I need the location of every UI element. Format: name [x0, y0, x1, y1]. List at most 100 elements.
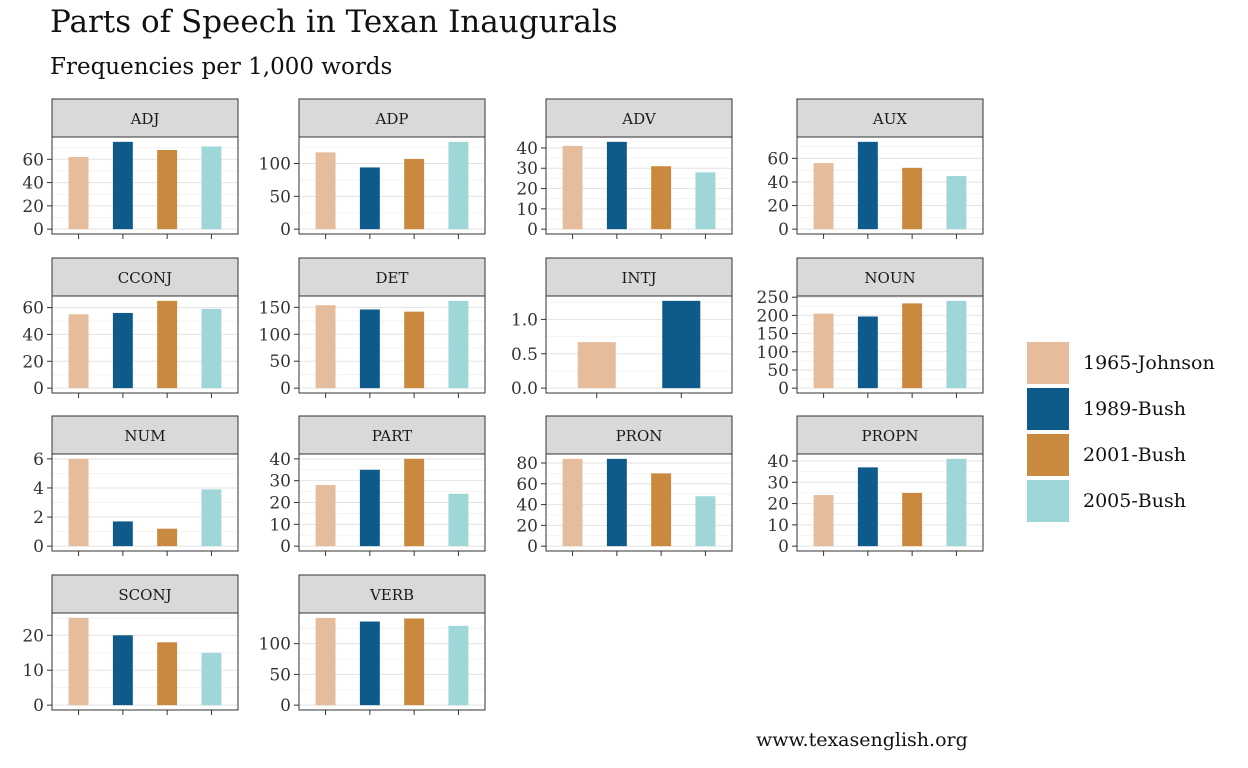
- chart-title: Parts of Speech in Texan Inaugurals: [50, 4, 618, 40]
- bar-pron-1989-bush: [606, 458, 627, 547]
- y-tick-label: 100: [259, 325, 291, 345]
- panel-aux: AUX 0 20 40 60: [767, 98, 984, 240]
- bar-aux-1965-johnson: [813, 163, 834, 230]
- legend-item-2005-bush: 2005-Bush: [1027, 480, 1227, 526]
- y-tick-label: 0: [33, 696, 44, 716]
- bar-propn-2005-bush: [946, 458, 967, 547]
- panel-border-verb: [298, 612, 486, 711]
- legend-key-1989-bush: [1027, 388, 1069, 430]
- y-tick-label: 10: [22, 661, 44, 681]
- bar-adj-2001-bush: [157, 149, 178, 230]
- y-tick-label: 100: [259, 635, 291, 655]
- y-tick-label: 20: [516, 516, 538, 536]
- bar-sconj-2005-bush: [201, 652, 222, 706]
- bar-noun-2005-bush: [946, 300, 967, 389]
- bar-adv-2005-bush: [695, 172, 716, 230]
- bar-cconj-2001-bush: [157, 300, 178, 389]
- y-tick-label: 80: [516, 454, 538, 474]
- bar-cconj-2005-bush: [201, 308, 222, 389]
- panel-num: NUM 0 2 4 6: [33, 415, 239, 557]
- bar-sconj-1965-johnson: [68, 617, 89, 706]
- bar-adp-2001-bush: [404, 158, 425, 230]
- y-tick-label: 0: [527, 220, 538, 240]
- y-tick-label: 50: [269, 352, 291, 372]
- y-tick-label: 60: [22, 299, 44, 319]
- y-tick-label: 20: [767, 197, 789, 217]
- caption: www.texasenglish.org: [756, 729, 968, 751]
- strip-noun: [796, 257, 984, 297]
- bar-det-2005-bush: [448, 300, 469, 389]
- y-tick-label: 6: [33, 450, 44, 470]
- strip-adp: [298, 98, 486, 138]
- panel-border-noun: [796, 295, 984, 394]
- panel-border-cconj: [51, 295, 239, 394]
- y-tick-label: 50: [269, 665, 291, 685]
- bar-sconj-2001-bush: [157, 642, 178, 706]
- y-tick-label: 40: [269, 450, 291, 470]
- y-tick-label: 40: [516, 496, 538, 516]
- panel-border-adp: [298, 136, 486, 235]
- bar-noun-2001-bush: [902, 303, 923, 389]
- panel-border-part: [298, 453, 486, 552]
- y-tick-label: 0.5: [511, 345, 538, 365]
- bar-cconj-1989-bush: [112, 312, 133, 389]
- y-tick-label: 200: [757, 306, 789, 326]
- bar-pron-1965-johnson: [562, 458, 583, 547]
- strip-label-propn: PROPN: [862, 427, 919, 445]
- bar-verb-1965-johnson: [315, 617, 336, 706]
- bar-adj-2005-bush: [201, 146, 222, 230]
- strip-part: [298, 415, 486, 455]
- y-tick-label: 40: [767, 452, 789, 472]
- y-tick-label: 10: [767, 516, 789, 536]
- y-tick-label: 4: [33, 479, 44, 499]
- bar-part-2005-bush: [448, 493, 469, 547]
- bar-det-1965-johnson: [315, 305, 336, 389]
- panel-cconj: CCONJ 0 20 40 60: [22, 257, 239, 399]
- y-tick-label: 0: [33, 379, 44, 399]
- chart-subtitle: Frequencies per 1,000 words: [50, 54, 393, 80]
- y-tick-label: 20: [22, 626, 44, 646]
- y-tick-label: 0: [778, 220, 789, 240]
- y-tick-label: 20: [767, 495, 789, 515]
- bar-part-1965-johnson: [315, 485, 336, 547]
- strip-label-noun: NOUN: [864, 269, 915, 287]
- bar-det-2001-bush: [404, 311, 425, 389]
- y-tick-label: 40: [516, 139, 538, 159]
- legend-label-1965-johnson: 1965-Johnson: [1083, 352, 1215, 374]
- strip-num: [51, 415, 239, 455]
- y-tick-label: 150: [757, 325, 789, 345]
- y-tick-label: 20: [269, 494, 291, 514]
- bar-propn-2001-bush: [902, 492, 923, 547]
- panel-border-aux: [796, 136, 984, 235]
- y-tick-label: 50: [269, 187, 291, 207]
- strip-label-adv: ADV: [621, 110, 657, 128]
- y-tick-label: 0: [33, 537, 44, 557]
- bar-sconj-1989-bush: [112, 635, 133, 706]
- y-tick-label: 150: [259, 298, 291, 318]
- strip-label-adj: ADJ: [130, 110, 160, 128]
- panel-border-pron: [545, 453, 733, 552]
- y-tick-label: 0: [280, 696, 291, 716]
- bar-num-1989-bush: [112, 521, 133, 547]
- strip-label-intj: INTJ: [621, 269, 656, 287]
- bar-intj-1965-johnson: [577, 342, 616, 389]
- bar-pron-2001-bush: [651, 473, 672, 547]
- bar-aux-1989-bush: [857, 141, 878, 230]
- panel-border-adj: [51, 136, 239, 235]
- strip-label-aux: AUX: [872, 110, 907, 128]
- bar-noun-1989-bush: [857, 316, 878, 389]
- strip-intj: [545, 257, 733, 297]
- y-tick-label: 40: [22, 174, 44, 194]
- y-tick-label: 60: [22, 150, 44, 170]
- y-tick-label: 30: [767, 473, 789, 493]
- strip-label-cconj: CCONJ: [118, 269, 172, 287]
- panel-intj: INTJ 0.0 0.5 1.0: [511, 257, 733, 399]
- y-tick-label: 30: [269, 472, 291, 492]
- y-tick-label: 1.0: [511, 310, 538, 330]
- bar-adp-2005-bush: [448, 141, 469, 230]
